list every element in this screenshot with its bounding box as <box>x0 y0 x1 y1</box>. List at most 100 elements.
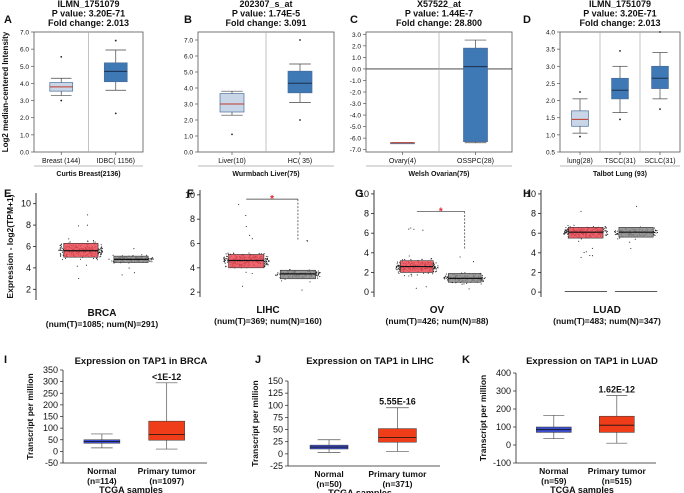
panel-f-point <box>319 271 321 274</box>
panel-e-point <box>62 250 64 252</box>
panel-b-letter: B <box>184 14 192 26</box>
panel-f-point <box>263 252 265 255</box>
panel-e-point <box>101 247 103 249</box>
panel-e-point <box>148 259 150 261</box>
panel-h-point <box>654 232 656 234</box>
panel-f-point <box>278 273 280 275</box>
panel-h-ytick-label-4: 8 <box>531 209 536 219</box>
panel-f-point <box>226 255 228 257</box>
panel-j-ylabel: Transcript per million <box>250 380 260 466</box>
panel-h-point <box>619 237 621 239</box>
panel-e-point <box>61 243 63 245</box>
panel-g-point <box>408 275 410 277</box>
panel-f-point <box>223 256 225 258</box>
panel-e-point <box>59 249 61 251</box>
panel-d-header-1: P value: 3.20E-71 <box>583 9 656 19</box>
panel-g-point <box>443 277 445 279</box>
panel-e-point <box>100 244 102 246</box>
panel-d-outlier-2-1 <box>659 108 661 111</box>
panel-g-point <box>444 275 446 277</box>
panel-d-outlier-2-0 <box>659 31 661 33</box>
panel-e-ytick-label-0: 2 <box>26 284 31 294</box>
panel-g-letter: G <box>355 188 364 200</box>
panel-f-point <box>317 274 319 276</box>
panel-e-point <box>76 265 78 267</box>
panel-h-point <box>617 238 619 240</box>
panel-e-point <box>96 259 98 261</box>
panel-f-point <box>264 258 266 260</box>
panel-g-point <box>446 279 449 281</box>
panel-d-category-2: SCLC(31) <box>644 158 675 165</box>
panel-b-category-0: Liver(10) <box>218 158 246 165</box>
panel-h-point <box>589 254 591 257</box>
panel-g-point <box>484 277 486 279</box>
panel-k-box-1 <box>599 415 635 433</box>
panel-i-ytick-label-4: 150 <box>43 412 58 422</box>
panel-g-point <box>410 227 412 229</box>
panel-e-point <box>121 274 123 276</box>
panel-h-point <box>566 229 568 231</box>
panel-f-point <box>317 270 320 272</box>
panel-f-point <box>226 258 228 260</box>
panel-h-point <box>604 226 606 228</box>
panel-e-point <box>92 241 94 243</box>
panel-h-point <box>583 252 585 254</box>
panel-g-point <box>398 264 400 266</box>
panel-j-letter: J <box>255 354 261 366</box>
panel-f-point <box>301 289 303 291</box>
panel-d-box-0 <box>571 110 589 127</box>
panel-g-point <box>444 276 446 278</box>
panel-e-point <box>61 251 64 253</box>
panel-e-ytick-label-2: 6 <box>26 242 31 252</box>
panel-k-ylabel: Transcript per million <box>478 375 488 461</box>
panel-f-point <box>225 253 227 255</box>
panel-g-point <box>445 273 447 275</box>
panel-g-point <box>413 228 415 230</box>
panel-k-letter: K <box>462 354 470 366</box>
panel-g-point <box>396 269 398 271</box>
panel-h-point <box>567 224 569 227</box>
panel-i-ylabel: Transcript per million <box>25 373 35 459</box>
panel-e-point <box>95 258 97 260</box>
panel-e-point <box>100 255 102 257</box>
panel-g-points-n <box>443 256 486 290</box>
panel-f-point <box>223 257 225 259</box>
panel-g-point <box>464 272 466 274</box>
panel-g-point <box>415 287 417 289</box>
panel-g-point <box>421 259 423 261</box>
panel-h-point <box>656 232 659 234</box>
panel-j-category-0: Normal <box>314 469 343 479</box>
panel-e-point <box>60 254 62 256</box>
panel-g-point <box>402 259 404 261</box>
panel-j-ytick-label-0: -25 <box>270 461 283 471</box>
panel-h-letter: H <box>523 188 531 200</box>
panel-b-outlier-1-0 <box>299 39 301 41</box>
panel-i-letter: I <box>4 354 7 366</box>
panel-h-point <box>614 231 616 233</box>
panel-f-point <box>266 258 268 261</box>
panel-g-point <box>403 275 405 277</box>
panel-f-point <box>227 252 229 254</box>
panel-f-point <box>265 260 267 262</box>
panel-g-point <box>425 286 427 288</box>
panel-g-ytick-label-4: 8 <box>364 209 369 219</box>
panel-c-ytick-label-6: -3.0 <box>350 101 362 108</box>
panel-k-pvalue: 1.62E-12 <box>599 385 636 395</box>
panel-h-point <box>606 231 608 233</box>
panel-e-ylabel: Expression - log2(TPM+1) <box>5 194 15 298</box>
panel-h-point <box>565 231 567 233</box>
panel-i-pvalue: <1E-12 <box>152 372 181 382</box>
panel-a-header-1: P value: 3.20E-71 <box>52 9 125 19</box>
panel-e-point <box>59 244 61 246</box>
panel-e-point <box>152 258 154 260</box>
panel-c-ytick-label-7: -4.0 <box>350 113 362 120</box>
panel-c-ytick-label-1: 2.0 <box>352 43 361 50</box>
panel-c-header-0: X57522_at <box>417 0 461 9</box>
panel-f-point <box>317 272 320 274</box>
panel-h-point <box>567 236 569 238</box>
panel-h-point <box>580 256 582 258</box>
panel-d-ytick-label-2: 1.5 <box>546 115 555 122</box>
panel-e-point <box>112 254 114 256</box>
panel-f-point <box>245 215 247 217</box>
panel-g-point <box>483 278 485 280</box>
